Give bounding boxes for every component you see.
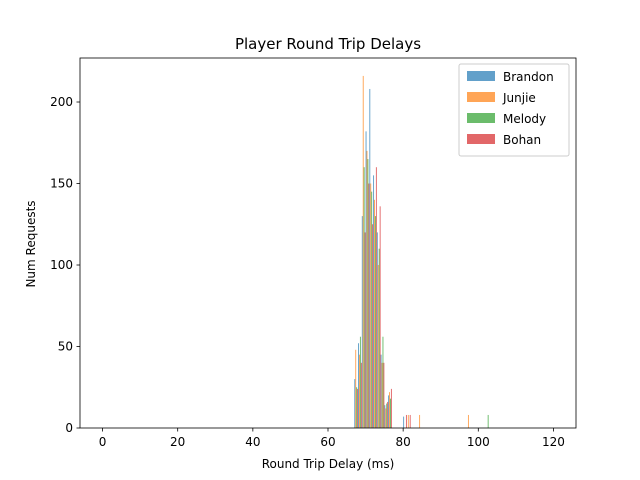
bar-melody — [371, 191, 373, 428]
bar-bohan — [368, 183, 370, 428]
x-tick-label: 120 — [542, 435, 565, 449]
bar-junjie — [389, 392, 390, 428]
bar-brandon — [376, 232, 378, 428]
legend-swatch-junjie — [467, 92, 495, 102]
bar-brandon — [354, 379, 356, 428]
bar-brandon — [369, 88, 371, 428]
bar-melody — [487, 414, 489, 428]
legend-label-melody: Melody — [503, 112, 546, 126]
bar-melody — [356, 387, 358, 428]
bar-junjie — [407, 414, 409, 428]
chart-title: Player Round Trip Delays — [235, 35, 421, 53]
bar-bohan — [364, 232, 366, 428]
bar-brandon — [388, 395, 390, 428]
y-axis-label: Num Requests — [24, 200, 38, 287]
bar-bohan — [409, 414, 411, 428]
bar-bohan — [390, 388, 392, 428]
bar-bohan — [375, 167, 377, 428]
bar-melody — [374, 216, 376, 428]
bars-layer — [354, 75, 489, 429]
x-tick-label: 40 — [245, 435, 260, 449]
bar-brandon — [361, 216, 363, 428]
x-tick-label: 60 — [320, 435, 335, 449]
legend-swatch-brandon — [467, 71, 495, 81]
legend-swatch-bohan — [467, 134, 495, 144]
bar-bohan — [372, 224, 374, 428]
legend-label-brandon: Brandon — [503, 70, 554, 84]
legend-swatch-melody — [467, 113, 495, 123]
bar-melody — [378, 248, 380, 428]
bar-junjie — [419, 414, 421, 428]
bar-junjie — [377, 265, 379, 428]
bar-bohan — [387, 401, 389, 428]
x-tick-label: 20 — [170, 435, 185, 449]
bar-junjie — [385, 408, 387, 428]
bar-bohan — [383, 362, 385, 428]
y-tick-label: 100 — [50, 258, 73, 272]
y-tick-label: 50 — [58, 340, 73, 354]
x-axis-label: Round Trip Delay (ms) — [262, 457, 395, 471]
bar-melody — [367, 159, 369, 428]
y-tick-label: 150 — [50, 177, 73, 191]
y-tick-label: 200 — [50, 95, 73, 109]
bar-melody — [359, 336, 361, 428]
bar-bohan — [357, 388, 359, 428]
x-tick-label: 0 — [99, 435, 107, 449]
bar-melody — [363, 167, 365, 428]
bar-junjie — [381, 362, 383, 428]
legend-label-bohan: Bohan — [503, 133, 541, 147]
bar-melody — [382, 336, 384, 428]
bar-junjie — [370, 183, 372, 428]
bar-brandon — [380, 354, 382, 428]
bar-melody — [386, 403, 388, 428]
bar-junjie — [359, 354, 360, 428]
legend: Brandon Junjie Melody Bohan — [458, 63, 570, 157]
x-tick-label: 80 — [396, 435, 411, 449]
bar-brandon — [384, 405, 386, 428]
legend-label-junjie: Junjie — [502, 91, 536, 105]
bar-junjie — [366, 150, 368, 428]
bar-junjie — [374, 199, 375, 428]
bar-brandon — [403, 416, 405, 428]
bar-junjie — [362, 75, 364, 429]
x-tick-label: 100 — [467, 435, 490, 449]
bar-brandon — [373, 175, 375, 428]
bar-bohan — [379, 206, 381, 428]
bar-junjie — [467, 414, 469, 428]
bar-bohan — [360, 362, 362, 428]
legend-box — [458, 63, 570, 157]
bar-melody — [390, 398, 391, 428]
axes-layer: 0 20 40 60 80 100 120 0 50 100 150 200 — [50, 57, 577, 449]
bar-junjie — [355, 349, 357, 428]
bar-brandon — [358, 343, 359, 428]
bar-bohan — [405, 414, 407, 428]
y-tick-label: 0 — [65, 421, 73, 435]
bar-brandon — [365, 131, 367, 428]
